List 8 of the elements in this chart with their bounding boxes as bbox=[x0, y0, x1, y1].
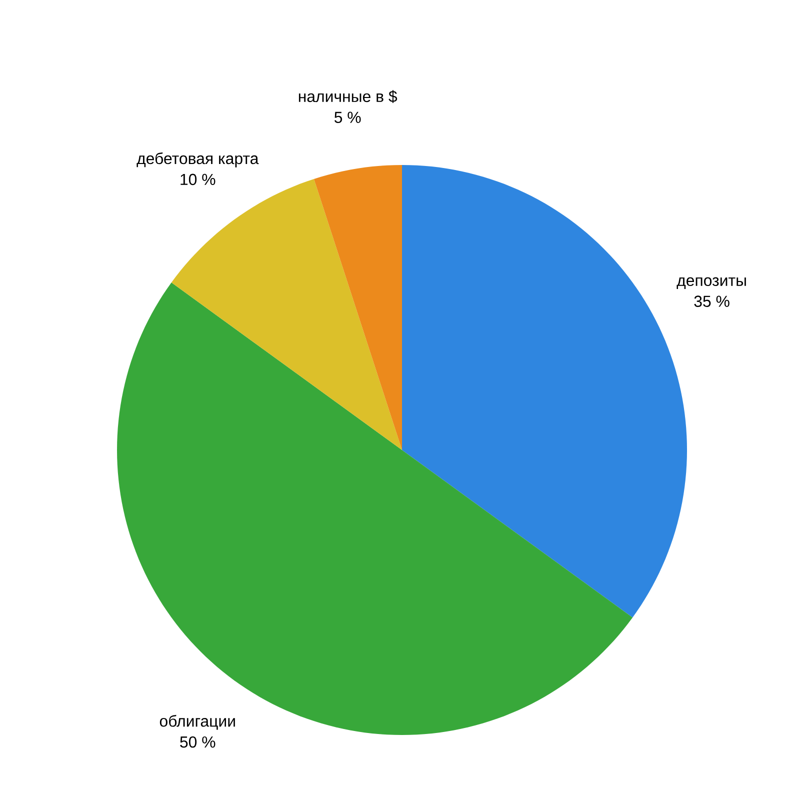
slice-label: наличные в $ bbox=[298, 90, 398, 104]
slice-label: дебетовая карта bbox=[136, 152, 259, 168]
data-label: 5 % bbox=[334, 112, 361, 124]
data-label: 10 % bbox=[180, 174, 216, 186]
slice-label: депозиты bbox=[676, 277, 746, 290]
data-label: 50 % bbox=[180, 736, 216, 748]
slice-label: облигации bbox=[160, 714, 235, 730]
data-label: 35 % bbox=[694, 296, 730, 307]
